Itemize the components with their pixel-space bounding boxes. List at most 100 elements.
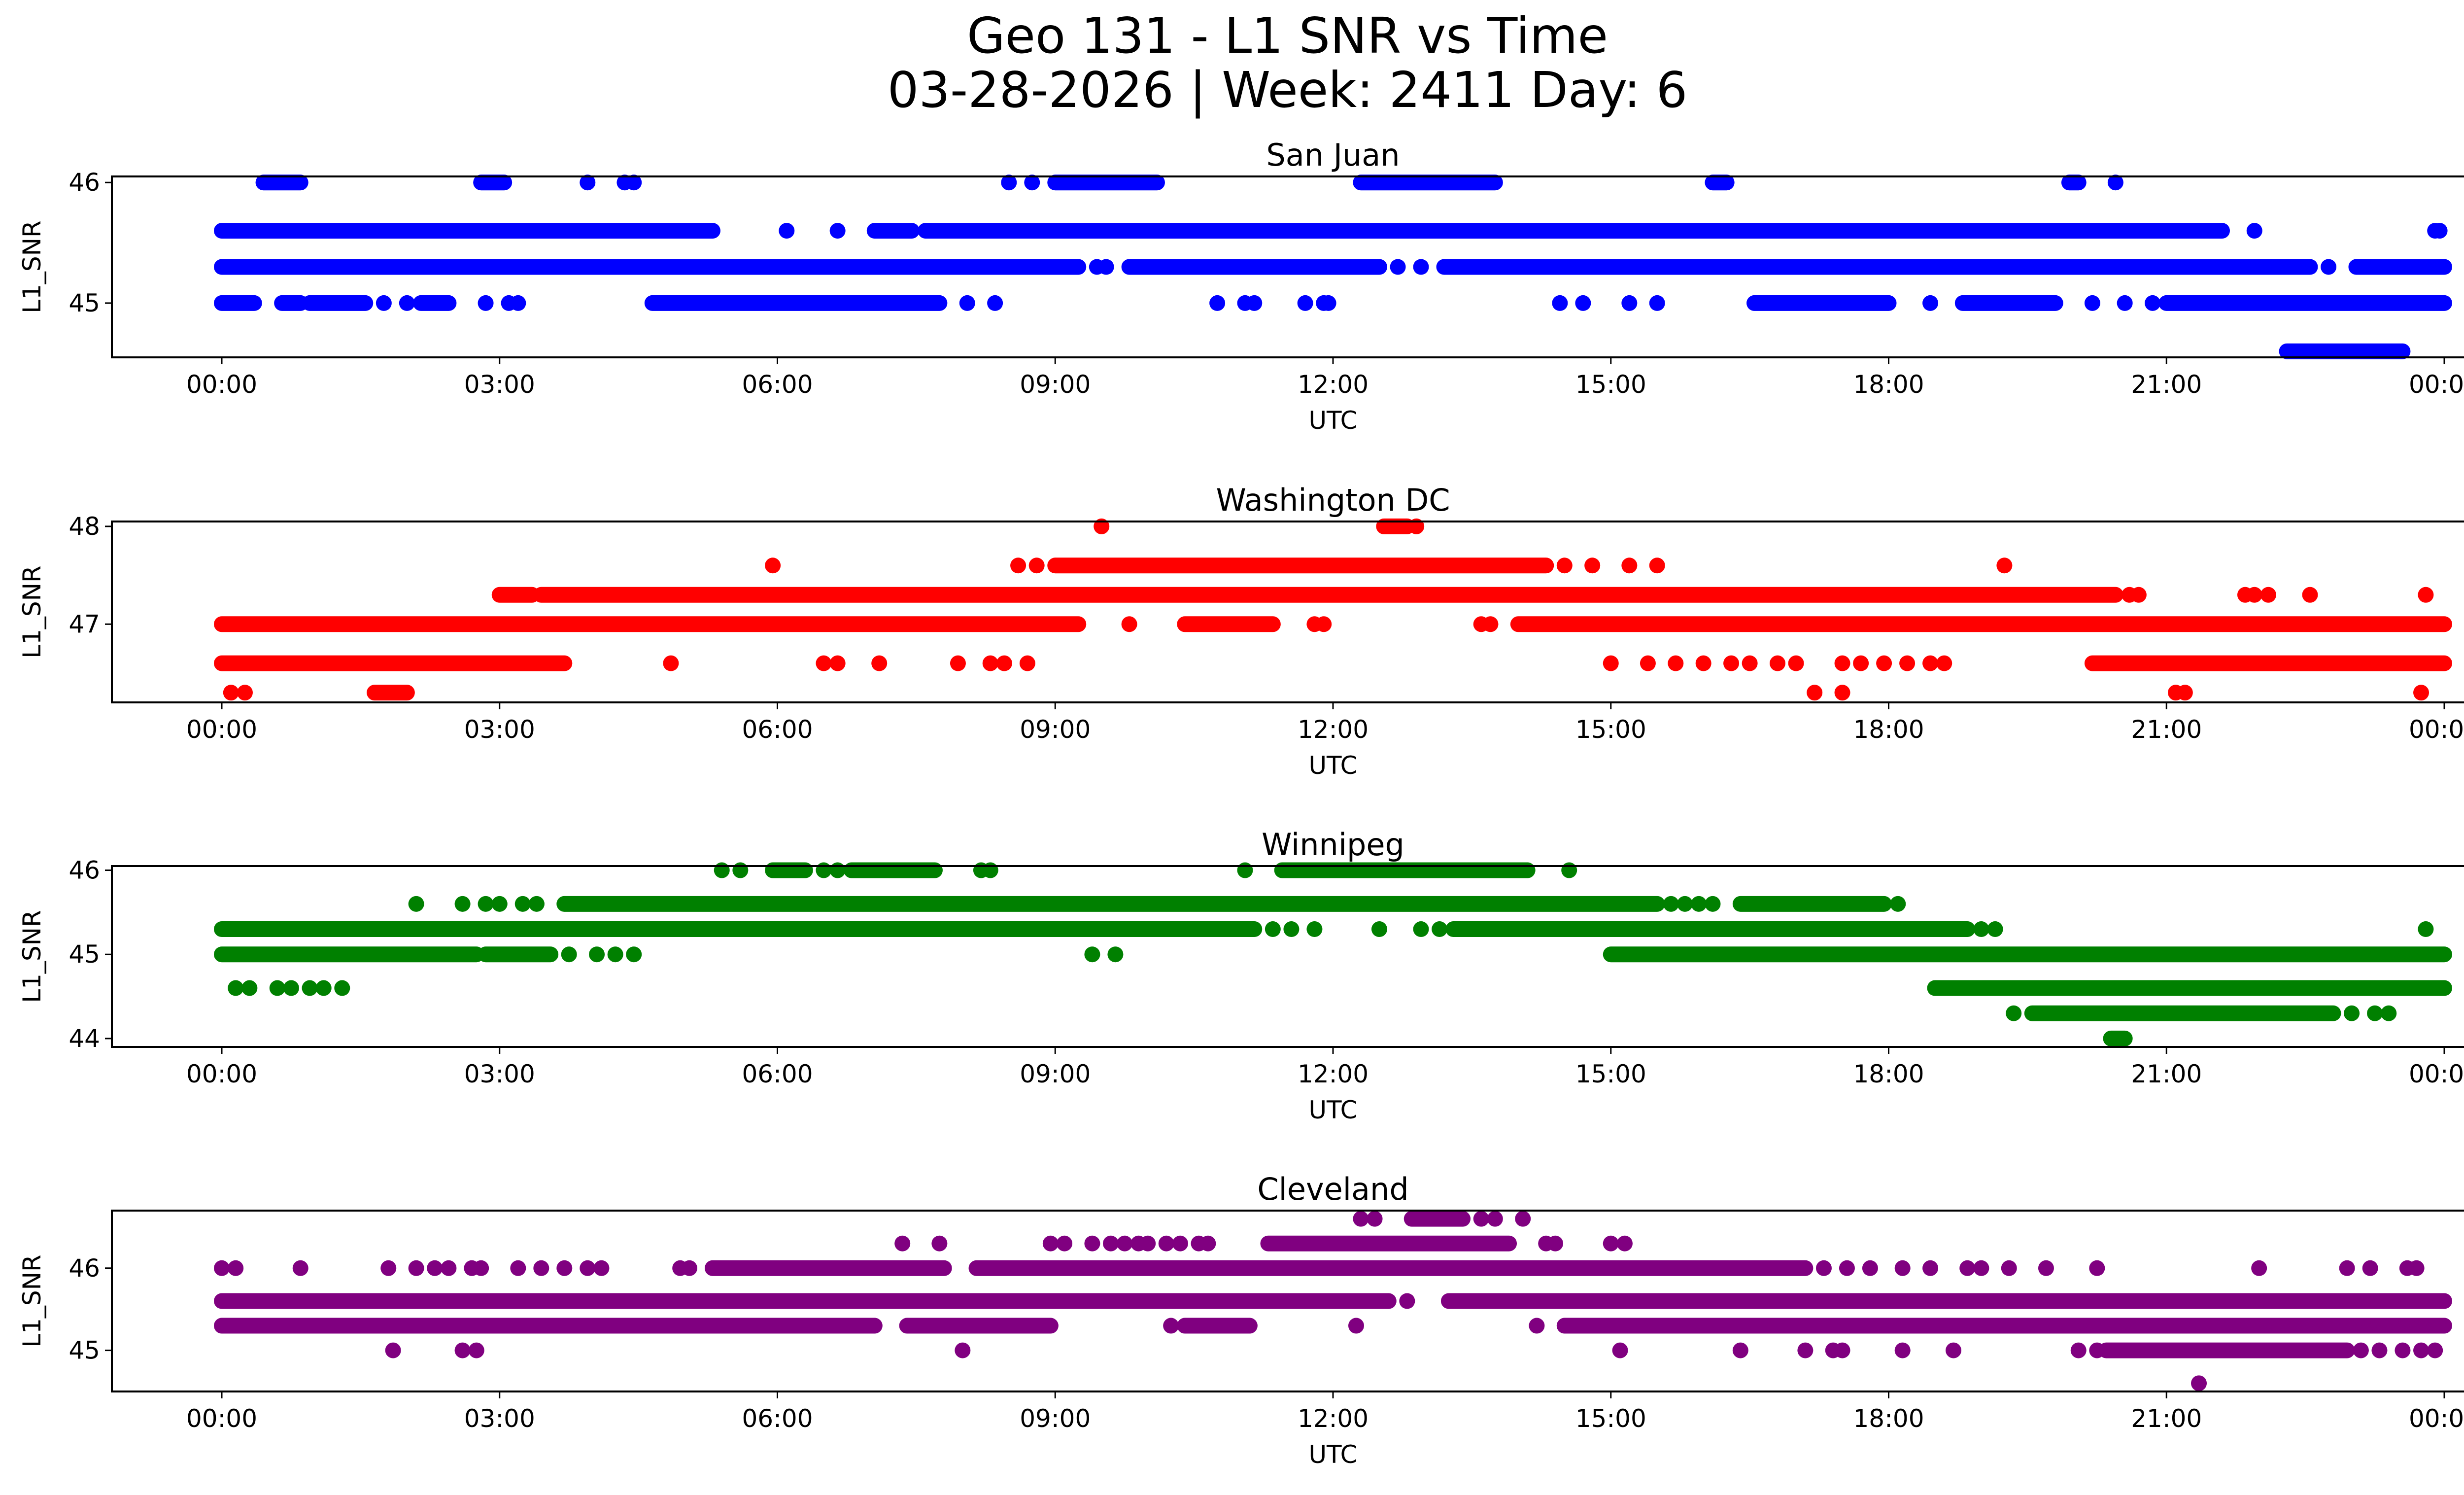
data-point	[1894, 1260, 1911, 1276]
x-tick-label: 21:00	[2131, 1060, 2202, 1088]
data-point	[1010, 557, 1027, 574]
data-point	[1552, 295, 1568, 311]
x-tick-label: 21:00	[2131, 715, 2202, 744]
data-point	[2367, 1005, 2383, 1021]
point-run-snr-45.6	[556, 896, 1665, 912]
data-point	[1946, 1342, 1962, 1358]
data-point	[228, 980, 244, 996]
data-point	[2431, 223, 2448, 239]
data-point	[2130, 587, 2147, 603]
data-point	[315, 980, 332, 996]
subplot-cleveland: Cleveland 45 46 L1_SNR 00:00 03:00 06:00 09:00 1…	[18, 1171, 2464, 1469]
data-point	[2006, 1005, 2022, 1021]
x-tick-label: 00:00	[186, 370, 257, 399]
data-point	[2177, 685, 2193, 701]
y-tick-label: 45	[68, 940, 100, 969]
data-point	[1084, 946, 1100, 963]
data-point	[1140, 1235, 1156, 1252]
point-run-snr-45.6	[214, 1293, 1397, 1309]
data-point	[931, 1235, 948, 1252]
x-tick-label: 09:00	[1020, 370, 1091, 399]
point-run-snr-45.3	[899, 1318, 1059, 1334]
data-point	[580, 1260, 596, 1276]
x-tick-label: 00:00	[2409, 370, 2464, 399]
data-point	[1770, 655, 1785, 671]
point-run-snr-46	[2061, 174, 2087, 191]
data-point	[580, 174, 596, 191]
data-point	[1691, 896, 1707, 912]
x-tick-label: 00:00	[186, 1060, 257, 1088]
data-point	[1807, 685, 1823, 701]
x-tick-label: 06:00	[742, 370, 813, 399]
data-point	[1616, 1235, 1633, 1252]
data-point	[2381, 1005, 2397, 1021]
data-point	[1695, 655, 1711, 671]
data-point	[2302, 587, 2318, 603]
point-run-snr-47	[1510, 616, 2452, 632]
data-point	[2038, 1260, 2054, 1276]
data-point	[1797, 1342, 1814, 1358]
data-point	[1649, 557, 1665, 574]
data-point	[241, 980, 258, 996]
data-point	[1959, 1260, 1976, 1276]
point-run-snr-45.6	[1440, 1293, 2452, 1309]
data-point	[816, 862, 832, 878]
data-point	[1024, 174, 1040, 191]
data-point	[2321, 259, 2337, 275]
y-tick-label: 46	[68, 1254, 100, 1283]
point-run-snr-44.3	[2024, 1005, 2341, 1021]
data-point	[1788, 655, 1804, 671]
data-point	[593, 1260, 610, 1276]
data-point	[1575, 295, 1591, 311]
data-point	[1028, 557, 1045, 574]
data-point	[1556, 557, 1573, 574]
point-run-snr-45.3	[1556, 1318, 2452, 1334]
data-point	[1649, 295, 1665, 311]
y-tick-label: 46	[68, 168, 100, 197]
data-point	[1894, 1342, 1911, 1358]
data-point	[1367, 1211, 1383, 1227]
data-point	[1936, 655, 1952, 671]
data-point	[955, 1342, 971, 1358]
data-point	[1922, 1260, 1939, 1276]
x-tick-label: 09:00	[1020, 1060, 1091, 1088]
point-run-snr-45.3	[2348, 259, 2452, 275]
data-point	[1973, 1260, 1989, 1276]
data-point	[1209, 295, 1226, 311]
data-point	[1084, 1235, 1100, 1252]
point-run-snr-45.3	[214, 259, 1087, 275]
point-run-snr-46.6	[1403, 1211, 1471, 1227]
data-point	[626, 174, 642, 191]
point-run-snr-45	[274, 295, 308, 311]
y-tick-label: 44	[68, 1024, 100, 1053]
data-point	[376, 295, 392, 311]
data-point	[589, 946, 605, 963]
data-point	[1237, 862, 1253, 878]
data-point	[1996, 557, 2013, 574]
scatter-points	[214, 518, 2452, 701]
point-run-snr-45	[2098, 1342, 2355, 1358]
data-point	[292, 1260, 308, 1276]
data-point	[894, 1235, 911, 1252]
data-point	[2107, 174, 2123, 191]
data-point	[950, 655, 966, 671]
x-tick-label: 03:00	[464, 370, 535, 399]
data-point	[1019, 655, 1035, 671]
data-point	[829, 655, 846, 671]
x-tick-label: 00:00	[2409, 715, 2464, 744]
point-run-snr-44	[2103, 1030, 2133, 1046]
scatter-points	[214, 1211, 2452, 1391]
point-run-snr-44.6	[1927, 980, 2452, 996]
data-point	[1621, 295, 1638, 311]
x-tick-label: 03:00	[464, 715, 535, 744]
data-point	[1705, 896, 1721, 912]
data-point	[681, 1260, 697, 1276]
point-run-snr-46	[1705, 174, 1735, 191]
data-point	[663, 655, 679, 671]
data-point	[2418, 587, 2434, 603]
x-axis-label: UTC	[1308, 1440, 1357, 1469]
x-tick-label: 12:00	[1298, 715, 1369, 744]
y-axis-label: L1_SNR	[18, 220, 46, 313]
data-point	[1603, 655, 1619, 671]
data-point	[1163, 1318, 1179, 1334]
